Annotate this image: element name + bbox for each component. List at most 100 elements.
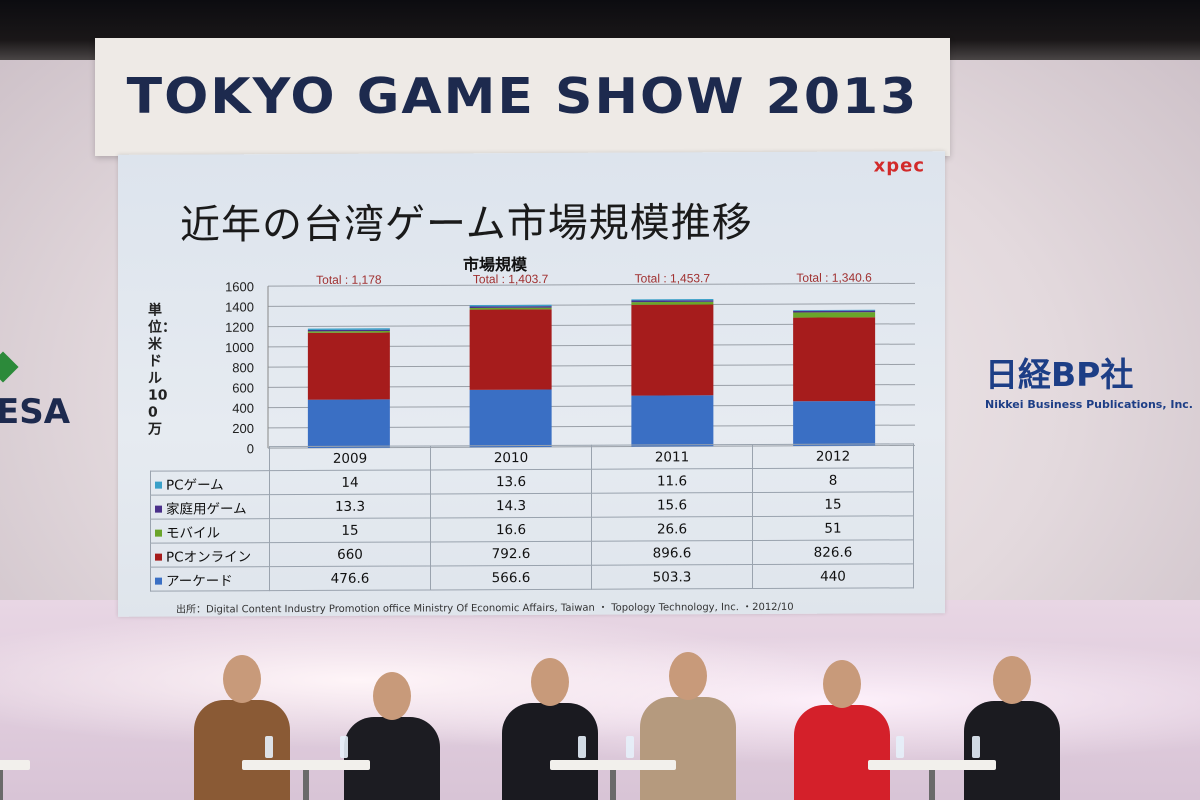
- table-leg: [610, 770, 616, 800]
- table-row: モバイル 15 16.6 26.6 51: [150, 515, 914, 544]
- series-label: 家庭用ゲーム: [150, 494, 270, 520]
- table-cell: 660: [269, 541, 431, 567]
- series-name: モバイル: [166, 524, 220, 542]
- panelist-head: [531, 658, 569, 706]
- bar-segment: [469, 304, 552, 307]
- panel-table: [242, 760, 370, 770]
- nikkei-bp-logo: 日経BP社 Nikkei Business Publications, Inc.: [985, 348, 1193, 411]
- bar-segment: [307, 328, 390, 331]
- water-bottle: [626, 736, 634, 758]
- y-tick-label: 1200: [225, 320, 254, 335]
- bar-segment: [793, 317, 876, 402]
- total-label: Total : 1,453.7: [635, 271, 711, 285]
- gridline: [268, 282, 915, 287]
- panelist: [344, 717, 440, 800]
- table-cell: 8: [752, 467, 914, 493]
- total-label: Total : 1,403.7: [473, 272, 549, 286]
- table-cell: 15: [752, 491, 914, 517]
- table-cell: 503.3: [591, 564, 753, 590]
- year-header: 2012: [752, 443, 914, 469]
- bar-segment: [631, 304, 714, 396]
- water-bottle: [972, 736, 980, 758]
- table-cell: 26.6: [591, 516, 753, 542]
- water-bottle: [340, 736, 348, 758]
- table-cell: 13.6: [430, 469, 592, 494]
- table-cell: 440: [752, 563, 914, 589]
- table-leg: [0, 770, 3, 800]
- panelist: [964, 701, 1060, 800]
- table-cell: 14.3: [430, 493, 592, 518]
- panel-table: [868, 760, 996, 770]
- empty-cell: [151, 447, 270, 472]
- bar-segment: [793, 310, 876, 313]
- data-table: 2009 2010 2011 2012 PCゲーム 14 13.6 11.6 8 家庭用ゲーム 13…: [150, 443, 914, 592]
- y-tick-label: 600: [232, 380, 254, 395]
- y-tick-label: 400: [232, 401, 254, 416]
- bar-segment: [469, 389, 552, 448]
- y-tick-label: 1600: [225, 279, 254, 294]
- series-name: アーケード: [166, 572, 233, 590]
- bar-segment: [307, 399, 390, 448]
- table-row: 家庭用ゲーム 13.3 14.3 15.6 15: [150, 491, 914, 520]
- legend-swatch-icon: [155, 577, 162, 585]
- panel-table: [0, 760, 30, 770]
- projected-slide: xpec 近年の台湾ゲーム市場規模推移 市場規模 単位：米ドル100万 0 200…: [118, 151, 945, 617]
- water-bottle: [578, 736, 586, 758]
- total-label: Total : 1,178: [316, 273, 382, 287]
- series-name: 家庭用ゲーム: [166, 500, 247, 518]
- table-row: PCオンライン 660 792.6 896.6 826.6: [150, 539, 914, 568]
- table-cell: 51: [752, 515, 914, 541]
- legend-swatch-icon: [155, 481, 162, 489]
- water-bottle: [265, 736, 273, 758]
- table-cell: 11.6: [591, 468, 753, 494]
- total-label: Total : 1,340.6: [796, 271, 872, 285]
- table-cell: 14: [269, 469, 431, 495]
- table-header-row: 2009 2010 2011 2012: [151, 443, 914, 472]
- table-cell: 16.6: [430, 517, 592, 542]
- nikkei-bp-jp: 日経BP社: [985, 355, 1134, 394]
- series-label: PCゲーム: [150, 470, 270, 496]
- y-tick-label: 200: [232, 421, 254, 436]
- table-row: アーケード 476.6 566.6 503.3 440: [150, 563, 914, 592]
- y-tick-label: 1400: [225, 299, 254, 314]
- bar-segment: [631, 299, 714, 301]
- table-cell: 15: [269, 517, 431, 543]
- panelist-head: [223, 655, 261, 703]
- table-cell: 826.6: [752, 539, 914, 565]
- source-note: 出所：Digital Content Industry Promotion of…: [176, 601, 794, 616]
- series-label: アーケード: [150, 566, 270, 592]
- cesa-logo-text: ESA: [0, 392, 71, 432]
- table-cell: 792.6: [430, 541, 592, 566]
- bar-segment: [631, 395, 714, 447]
- legend-swatch-icon: [155, 553, 162, 561]
- legend-swatch-icon: [155, 529, 162, 537]
- table-row: PCゲーム 14 13.6 11.6 8: [150, 467, 914, 496]
- table-cell: 13.3: [269, 493, 431, 519]
- table-leg: [929, 770, 935, 800]
- event-title: TOKYO GAME SHOW 2013: [126, 68, 919, 126]
- y-tick-label: 1000: [225, 340, 254, 355]
- year-header: 2009: [269, 445, 431, 471]
- bar-segment: [307, 332, 390, 400]
- series-label: モバイル: [150, 518, 270, 544]
- table-cell: 476.6: [269, 565, 431, 591]
- panelist: [794, 705, 890, 800]
- table-cell: 566.6: [430, 565, 592, 590]
- bar-segment: [469, 307, 552, 310]
- bar-segment: [307, 331, 390, 333]
- panelist: [640, 697, 736, 800]
- series-name: PCゲーム: [166, 476, 224, 494]
- y-tick-label: 800: [232, 360, 254, 375]
- bar-segment: [793, 309, 876, 311]
- bar-segment: [793, 400, 876, 446]
- nikkei-bp-en: Nikkei Business Publications, Inc.: [985, 398, 1193, 411]
- panelist-head: [823, 660, 861, 708]
- year-header: 2011: [591, 444, 753, 470]
- gridline: [268, 303, 915, 307]
- table-leg: [303, 770, 309, 800]
- bar-segment: [631, 300, 714, 303]
- bar-segment: [793, 312, 876, 318]
- panelist-head: [373, 672, 411, 720]
- panel-table: [550, 760, 676, 770]
- year-header: 2010: [430, 445, 592, 470]
